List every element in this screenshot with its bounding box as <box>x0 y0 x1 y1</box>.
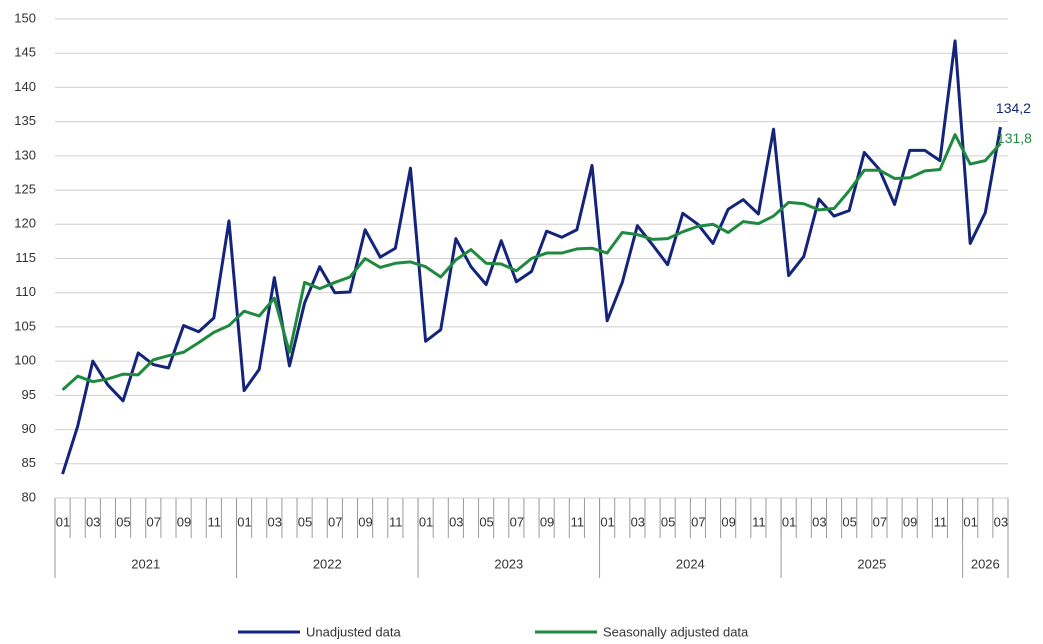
x-tick-label: 05 <box>116 514 130 529</box>
y-tick-label: 130 <box>14 147 36 162</box>
x-tick-label: 07 <box>691 514 705 529</box>
x-tick-label: 11 <box>571 514 585 529</box>
x-tick-label: 07 <box>510 514 524 529</box>
y-tick-label: 125 <box>14 182 36 197</box>
x-tick-label: 07 <box>328 514 342 529</box>
x-tick-label: 05 <box>479 514 493 529</box>
x-tick-label: 05 <box>298 514 312 529</box>
y-tick-label: 85 <box>22 455 36 470</box>
x-tick-label: 11 <box>752 514 766 529</box>
value-label: 134,2 <box>996 100 1031 116</box>
y-tick-label: 90 <box>22 421 36 436</box>
x-tick-label: 03 <box>812 514 826 529</box>
legend-label: Seasonally adjusted data <box>603 624 749 639</box>
x-tick-label: 03 <box>86 514 100 529</box>
x-tick-label: 05 <box>842 514 856 529</box>
x-tick-label: 01 <box>600 514 614 529</box>
year-label: 2024 <box>676 556 705 571</box>
y-tick-label: 95 <box>22 387 36 402</box>
x-tick-label: 09 <box>358 514 372 529</box>
year-label: 2023 <box>494 556 523 571</box>
year-label: 2025 <box>857 556 886 571</box>
y-tick-label: 110 <box>15 284 36 299</box>
y-tick-label: 145 <box>14 45 36 60</box>
x-tick-label: 09 <box>540 514 554 529</box>
y-tick-label: 100 <box>14 353 36 368</box>
x-tick-label: 03 <box>631 514 645 529</box>
x-tick-label: 11 <box>934 514 948 529</box>
y-tick-label: 150 <box>14 10 36 25</box>
y-tick-label: 80 <box>22 489 36 504</box>
y-tick-label: 115 <box>15 250 36 265</box>
y-tick-label: 140 <box>14 79 36 94</box>
x-tick-label: 01 <box>237 514 251 529</box>
y-tick-label: 135 <box>14 113 36 128</box>
legend-label: Unadjusted data <box>306 624 401 639</box>
year-label: 2026 <box>971 556 1000 571</box>
x-tick-label: 05 <box>661 514 675 529</box>
x-tick-label: 03 <box>268 514 282 529</box>
x-tick-label: 09 <box>903 514 917 529</box>
value-label: 131,8 <box>997 130 1032 146</box>
year-label: 2022 <box>313 556 342 571</box>
x-tick-label: 07 <box>147 514 161 529</box>
x-tick-label: 07 <box>873 514 887 529</box>
x-tick-label: 03 <box>994 514 1008 529</box>
y-tick-label: 120 <box>14 216 36 231</box>
x-tick-label: 01 <box>419 514 433 529</box>
y-tick-label: 105 <box>14 318 36 333</box>
series-line <box>61 39 1002 475</box>
x-tick-label: 09 <box>177 514 191 529</box>
year-label: 2021 <box>131 556 160 571</box>
x-tick-label: 03 <box>449 514 463 529</box>
x-tick-label: 11 <box>389 514 403 529</box>
x-tick-label: 01 <box>963 514 977 529</box>
x-tick-label: 11 <box>208 514 222 529</box>
x-tick-label: 01 <box>56 514 70 529</box>
series-line <box>61 133 1002 391</box>
x-tick-label: 01 <box>782 514 796 529</box>
x-tick-label: 09 <box>721 514 735 529</box>
